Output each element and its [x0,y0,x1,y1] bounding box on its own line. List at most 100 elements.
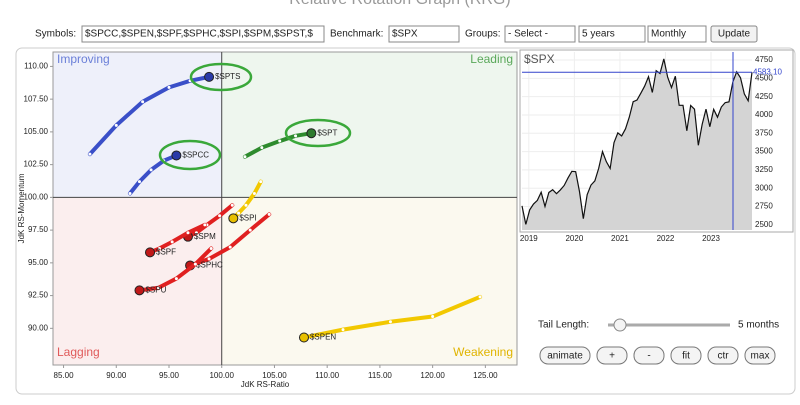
tail-point[interactable] [478,295,482,299]
tail-point[interactable] [243,155,247,159]
quadrant-label: Weakening [453,345,513,359]
x-tick-label: 2022 [657,234,675,243]
y-tick-label: 97.50 [28,225,49,234]
control-button[interactable] [744,346,776,365]
x-tick-label: 95.00 [159,371,180,380]
tail-value: 5 months [738,320,779,331]
quadrant [53,52,222,198]
tail-point[interactable] [186,231,190,235]
quadrant [221,197,517,365]
tail-point[interactable] [228,245,232,249]
y-tick-label: 3250 [755,165,773,174]
control-button[interactable] [539,346,591,365]
tail-point[interactable] [431,315,435,319]
y-tick-label: 100.00 [24,192,49,201]
y-tick-label: 107.50 [24,94,49,103]
tail-point[interactable] [218,214,222,218]
head-point[interactable] [298,332,309,343]
y-tick-label: 2500 [755,220,773,229]
period-select[interactable] [578,25,646,43]
tail-point[interactable] [137,180,141,184]
tail-point[interactable] [209,246,213,250]
symbol-label: $SPU [145,285,166,294]
control-button[interactable] [596,346,628,365]
control-button-label: - [647,351,650,362]
symbols-input[interactable] [81,25,325,43]
tail-point[interactable] [194,231,198,235]
head-point[interactable] [134,285,145,296]
tail-point[interactable] [230,203,234,207]
control-button-label: max [751,351,770,362]
symbol-label: $SPEN [310,333,336,342]
head-point[interactable] [171,150,182,161]
plot-frame [52,51,518,366]
interval-select[interactable] [647,25,707,43]
y-tick-label: 110.00 [24,62,48,71]
y-axis-title: JdK RS-Momentum [17,173,26,243]
head-point[interactable] [306,128,317,139]
tail-point[interactable] [149,168,153,172]
last-label: 4583.10 [753,67,782,76]
tail-point[interactable] [260,146,264,150]
tail-point[interactable] [388,320,392,324]
price-line [521,58,753,225]
tail-point[interactable] [167,85,171,89]
tail-point[interactable] [193,262,197,266]
x-tick-label: 2019 [520,234,538,243]
x-tick-label: 115.00 [368,371,392,380]
y-tick-label: 102.50 [24,160,49,169]
tail-point[interactable] [341,328,345,332]
head-point[interactable] [228,213,239,224]
y-tick-label: 3500 [755,147,773,156]
tail-slider-knob[interactable] [613,318,627,332]
y-tick-label: 92.50 [28,291,49,300]
x-tick-label: 100.00 [209,371,234,380]
spx-title: $SPX [524,52,555,66]
y-tick-label: 3750 [755,128,773,137]
rrg-chart: Improving Leading Lagging Weakening 85.00 90.… [17,51,518,389]
control-button[interactable] [633,346,665,365]
symbols-value: $SPCC,$SPEN,$SPF,$SPHC,$SPI,$SPM,$SPST,$ [85,29,313,40]
y-tick-label: 95.00 [28,258,49,267]
tail-point[interactable] [88,152,92,156]
tail-point[interactable] [207,257,211,261]
tail-point[interactable] [244,203,248,207]
tail-point[interactable] [248,228,252,232]
groups-value: - Select - [508,29,548,40]
tail-point[interactable] [267,212,271,216]
tail-point[interactable] [141,100,145,104]
x-tick-label: 120.00 [420,371,445,380]
tail-point[interactable] [252,191,256,195]
tail-point[interactable] [237,211,241,215]
control-button[interactable] [707,346,739,365]
y-tick-label: 3000 [755,183,773,192]
update-button[interactable] [710,25,758,43]
tail-point[interactable] [128,191,132,195]
quadrant [53,197,222,365]
tail-point[interactable] [203,223,207,227]
head-point[interactable] [145,247,156,258]
head-point[interactable] [204,71,215,82]
benchmark-input[interactable] [388,25,460,43]
control-button[interactable] [670,346,702,365]
control-button-label: animate [547,351,583,362]
symbol-label: $SPI [239,213,256,222]
y-tick-label: 4250 [755,92,773,101]
tail-point[interactable] [114,123,118,127]
update-label: Update [718,29,751,40]
symbol-label: $SPHC [196,261,223,270]
groups-select[interactable] [504,25,576,43]
tail-point[interactable] [174,277,178,281]
quadrant [221,52,517,198]
tail-point[interactable] [156,286,160,290]
y-tick-label: 4000 [755,110,773,119]
tail-point[interactable] [170,240,174,244]
tail-point[interactable] [294,134,298,138]
interval-value: Monthly [651,29,686,40]
quadrant-label: Leading [470,52,513,66]
tail-point[interactable] [158,246,162,250]
tail-point[interactable] [278,139,282,143]
tail-point[interactable] [259,180,263,184]
